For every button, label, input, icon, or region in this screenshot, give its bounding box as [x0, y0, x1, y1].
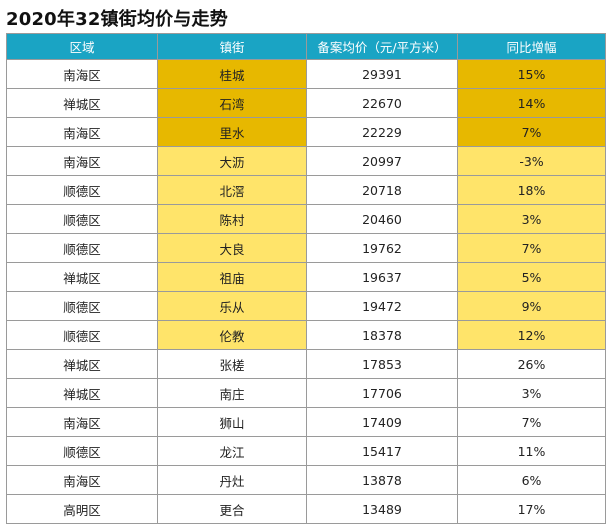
- cell-price: 17853: [306, 349, 458, 379]
- cell-growth: 6%: [457, 465, 606, 495]
- table-row: 高明区 更合 13489 17%: [6, 494, 606, 524]
- header-row: 区域 镇街 备案均价（元/平方米） 同比增幅: [6, 33, 606, 60]
- cell-town: 大沥: [157, 146, 307, 176]
- cell-town: 北滘: [157, 175, 307, 205]
- table-row: 顺德区 乐从 19472 9%: [6, 291, 606, 321]
- cell-town: 陈村: [157, 204, 307, 234]
- table-row: 南海区 大沥 20997 -3%: [6, 146, 606, 176]
- table-row: 顺德区 伦教 18378 12%: [6, 320, 606, 350]
- cell-price: 20460: [306, 204, 458, 234]
- cell-region: 南海区: [6, 146, 158, 176]
- col-header-town: 镇街: [157, 33, 307, 60]
- cell-town: 丹灶: [157, 465, 307, 495]
- table-row: 禅城区 石湾 22670 14%: [6, 88, 606, 118]
- table-row: 南海区 丹灶 13878 6%: [6, 465, 606, 495]
- cell-growth: 5%: [457, 262, 606, 292]
- cell-price: 19762: [306, 233, 458, 263]
- table-row: 顺德区 北滘 20718 18%: [6, 175, 606, 205]
- table-row: 顺德区 陈村 20460 3%: [6, 204, 606, 234]
- cell-growth: 7%: [457, 407, 606, 437]
- cell-price: 29391: [306, 59, 458, 89]
- cell-price: 20997: [306, 146, 458, 176]
- table-row: 顺德区 龙江 15417 11%: [6, 436, 606, 466]
- cell-region: 高明区: [6, 494, 158, 524]
- cell-region: 南海区: [6, 117, 158, 147]
- cell-growth: 7%: [457, 117, 606, 147]
- cell-region: 顺德区: [6, 320, 158, 350]
- cell-town: 祖庙: [157, 262, 307, 292]
- cell-price: 15417: [306, 436, 458, 466]
- cell-growth: 12%: [457, 320, 606, 350]
- cell-town: 南庄: [157, 378, 307, 408]
- cell-town: 石湾: [157, 88, 307, 118]
- cell-region: 顺德区: [6, 204, 158, 234]
- cell-growth: 11%: [457, 436, 606, 466]
- cell-growth: 15%: [457, 59, 606, 89]
- cell-region: 顺德区: [6, 175, 158, 205]
- cell-growth: -3%: [457, 146, 606, 176]
- cell-town: 狮山: [157, 407, 307, 437]
- cell-growth: 26%: [457, 349, 606, 379]
- table-row: 禅城区 南庄 17706 3%: [6, 378, 606, 408]
- cell-price: 13878: [306, 465, 458, 495]
- cell-region: 顺德区: [6, 291, 158, 321]
- cell-region: 禅城区: [6, 378, 158, 408]
- cell-growth: 18%: [457, 175, 606, 205]
- cell-growth: 14%: [457, 88, 606, 118]
- cell-price: 17409: [306, 407, 458, 437]
- table-row: 南海区 桂城 29391 15%: [6, 59, 606, 89]
- cell-town: 里水: [157, 117, 307, 147]
- cell-town: 大良: [157, 233, 307, 263]
- cell-town: 张槎: [157, 349, 307, 379]
- table-row: 顺德区 大良 19762 7%: [6, 233, 606, 263]
- cell-region: 南海区: [6, 407, 158, 437]
- cell-price: 19472: [306, 291, 458, 321]
- cell-region: 禅城区: [6, 349, 158, 379]
- cell-growth: 9%: [457, 291, 606, 321]
- cell-region: 南海区: [6, 59, 158, 89]
- cell-region: 禅城区: [6, 88, 158, 118]
- table-row: 禅城区 祖庙 19637 5%: [6, 262, 606, 292]
- cell-growth: 3%: [457, 378, 606, 408]
- cell-town: 伦教: [157, 320, 307, 350]
- cell-price: 13489: [306, 494, 458, 524]
- cell-price: 19637: [306, 262, 458, 292]
- col-header-growth: 同比增幅: [457, 33, 606, 60]
- cell-region: 顺德区: [6, 436, 158, 466]
- cell-price: 18378: [306, 320, 458, 350]
- cell-town: 桂城: [157, 59, 307, 89]
- cell-region: 南海区: [6, 465, 158, 495]
- chart-title: 2020年32镇街均价与走势: [6, 9, 228, 30]
- cell-growth: 7%: [457, 233, 606, 263]
- cell-town: 龙江: [157, 436, 307, 466]
- cell-price: 22229: [306, 117, 458, 147]
- table-body: 南海区 桂城 29391 15% 禅城区 石湾 22670 14% 南海区 里水 22229 7% 南海…: [6, 59, 606, 524]
- col-header-region: 区域: [6, 33, 158, 60]
- col-header-price: 备案均价（元/平方米）: [306, 33, 458, 60]
- table-row: 南海区 狮山 17409 7%: [6, 407, 606, 437]
- cell-price: 22670: [306, 88, 458, 118]
- cell-price: 20718: [306, 175, 458, 205]
- table-row: 禅城区 张槎 17853 26%: [6, 349, 606, 379]
- cell-town: 更合: [157, 494, 307, 524]
- cell-growth: 17%: [457, 494, 606, 524]
- cell-town: 乐从: [157, 291, 307, 321]
- cell-region: 顺德区: [6, 233, 158, 263]
- cell-price: 17706: [306, 378, 458, 408]
- table-row: 南海区 里水 22229 7%: [6, 117, 606, 147]
- price-table: 区域 镇街 备案均价（元/平方米） 同比增幅 南海区 桂城 29391 15% 禅城区石…: [6, 33, 606, 524]
- cell-region: 禅城区: [6, 262, 158, 292]
- cell-growth: 3%: [457, 204, 606, 234]
